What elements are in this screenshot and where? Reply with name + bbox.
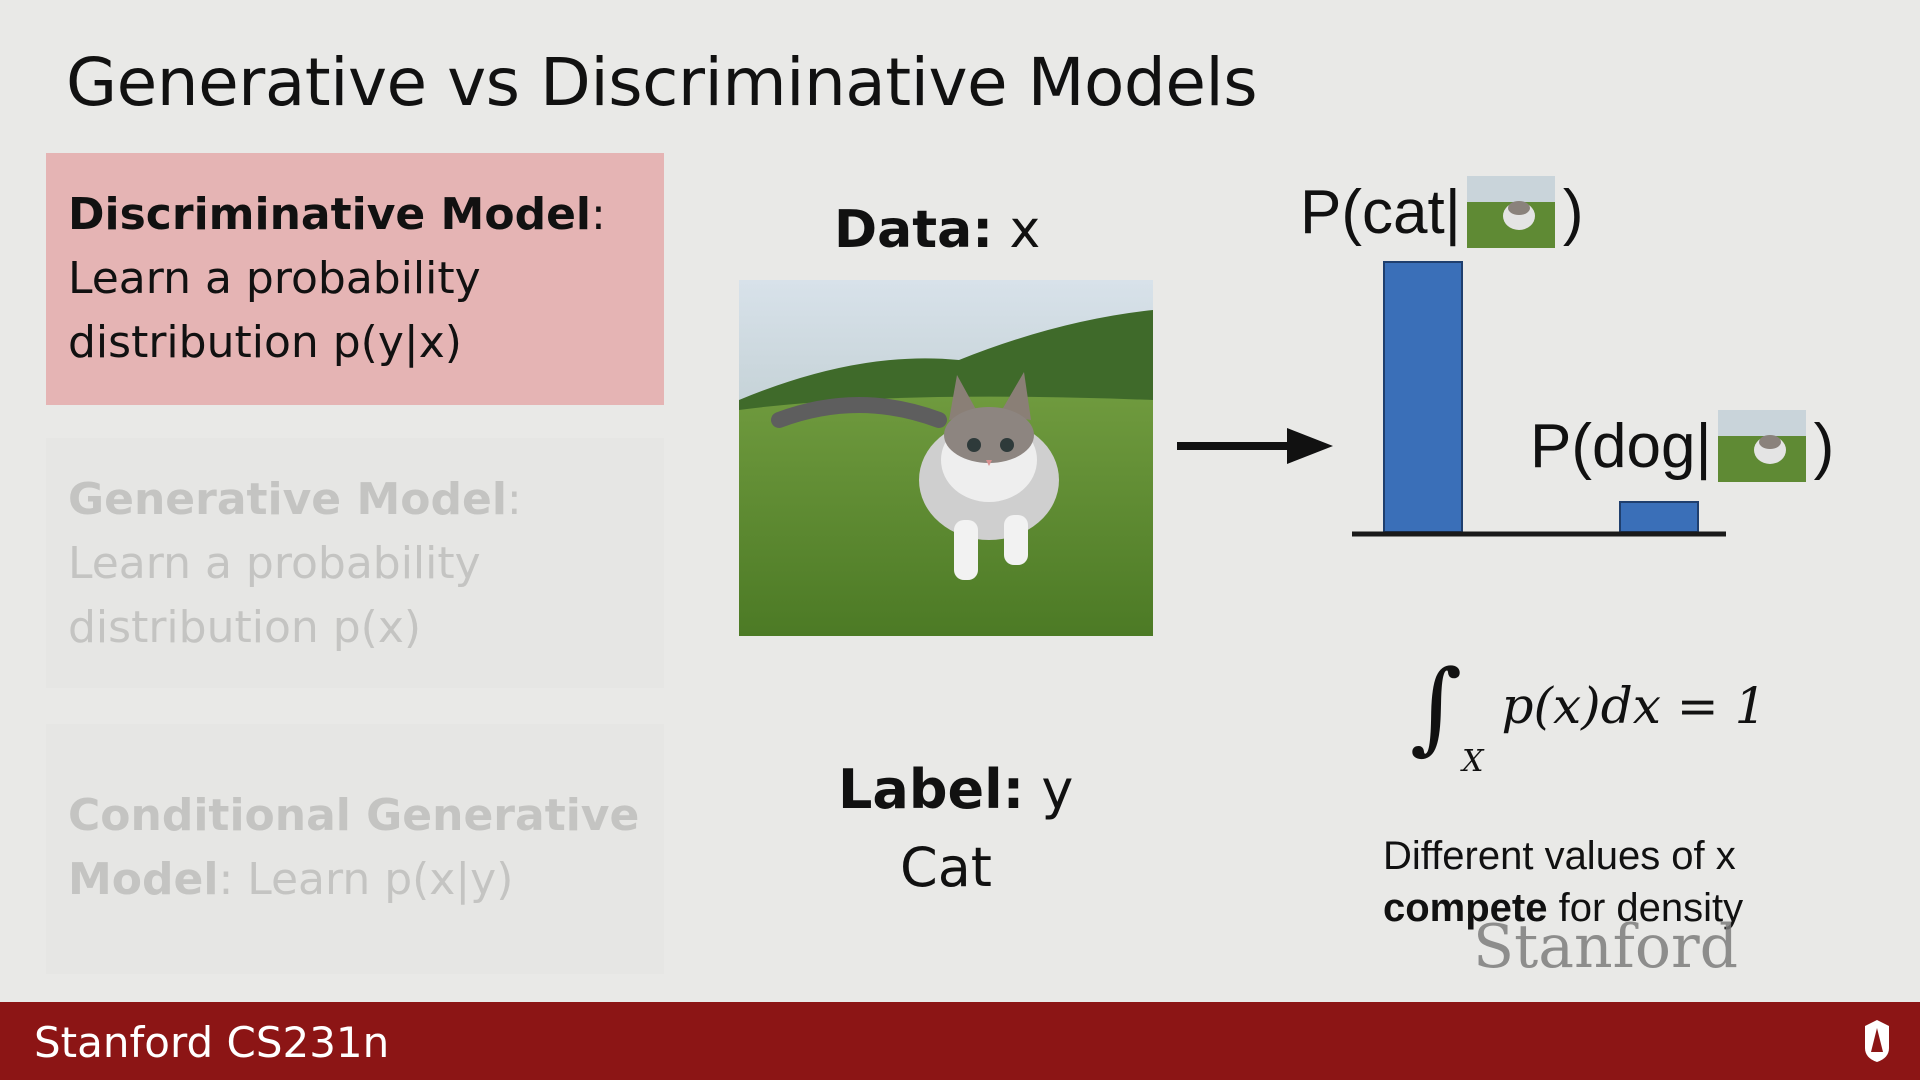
caption-rest: for density	[1547, 886, 1744, 930]
conditional-term-line1: Conditional Generative	[68, 790, 640, 841]
footer-course-title: Stanford CS231n	[34, 1018, 390, 1067]
discriminative-colon: :	[591, 189, 606, 240]
p-cat-label: P(cat| )	[1300, 176, 1583, 248]
footer-bar: Stanford CS231n	[0, 1002, 1920, 1080]
conditional-rest: : Learn p(x|y)	[218, 854, 514, 905]
p-dog-label: P(dog| )	[1530, 410, 1834, 482]
p-cat-close: )	[1562, 177, 1584, 247]
generative-line1: Learn a probability	[68, 538, 481, 589]
discriminative-line2: distribution p(y|x)	[68, 317, 462, 368]
generative-colon: :	[506, 474, 522, 525]
discriminative-term: Discriminative Model	[68, 189, 591, 240]
kitten-image-icon	[739, 280, 1153, 636]
stanford-logo-icon	[1862, 1018, 1892, 1064]
integral-sign-icon: ∫	[1410, 648, 1463, 765]
kitten-thumbnail-icon	[1466, 176, 1555, 248]
conditional-generative-model-box: Conditional Generative Model: Learn p(x|…	[46, 724, 664, 974]
integral-expression: p(x)dx = 1	[1501, 677, 1767, 735]
normalization-equation: ∫Xp(x)dx = 1	[1410, 630, 1767, 779]
discriminative-model-box: Discriminative Model: Learn a probabilit…	[46, 153, 664, 405]
integral-subscript: X	[1462, 744, 1484, 779]
label-bold: Label:	[838, 758, 1025, 821]
right-arrow-icon	[1175, 424, 1335, 472]
caption-bold: compete	[1383, 886, 1548, 930]
p-dog-text: P(dog|	[1530, 411, 1712, 481]
data-label-bold: Data:	[834, 200, 993, 260]
data-label: Data: x	[834, 200, 1040, 260]
label-var: y	[1024, 758, 1074, 821]
caption-line1: Different values of x	[1383, 834, 1736, 878]
generative-term: Generative Model	[68, 474, 507, 525]
kitten-photo	[739, 280, 1153, 636]
p-cat-text: P(cat|	[1300, 177, 1461, 247]
probability-bar-chart	[1350, 250, 1730, 544]
label-heading: Label: y	[838, 758, 1073, 821]
label-value: Cat	[900, 836, 992, 899]
stanford-watermark: Stanford	[1473, 912, 1739, 982]
generative-model-box: Generative Model: Learn a probability di…	[46, 438, 664, 688]
bar-dog	[1619, 501, 1699, 533]
density-caption: Different values of x compete for densit…	[1383, 830, 1743, 934]
discriminative-line1: Learn a probability	[68, 253, 481, 304]
p-dog-close: )	[1813, 411, 1835, 481]
generative-line2: distribution p(x)	[68, 602, 422, 653]
conditional-term-line2: Model	[68, 854, 219, 905]
bar-cat	[1383, 261, 1463, 533]
data-label-var: x	[993, 200, 1041, 260]
slide-title: Generative vs Discriminative Models	[66, 44, 1258, 121]
kitten-thumbnail-icon	[1717, 410, 1806, 482]
